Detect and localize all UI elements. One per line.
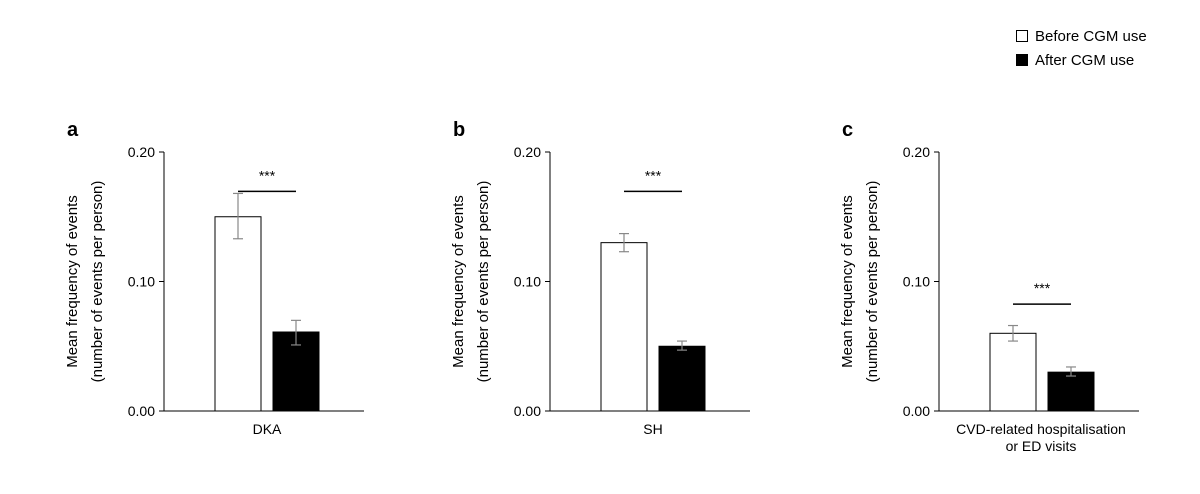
panel-b-y-tick-label: 0.20 [514, 144, 541, 160]
panel-a-y-tick-label: 0.00 [128, 403, 155, 419]
panel-c-significance-label: *** [1034, 280, 1051, 296]
panel-b-category-label: SH [643, 421, 662, 437]
panel-a-y-axis-title-line1: Mean frequency of events [64, 195, 81, 368]
panel-c-bar-before [990, 333, 1036, 411]
panel-c-y-axis-title-line1: Mean frequency of events [839, 195, 856, 368]
panel-a-y-axis-title-line2: (number of events per person) [89, 181, 106, 383]
panel-c-y-axis-title-line2: (number of events per person) [864, 181, 881, 383]
panel-c-bar-after [1048, 372, 1094, 411]
panel-b-bar-after [659, 346, 705, 411]
panel-b-y-tick-label: 0.10 [514, 274, 541, 290]
panel-c-y-tick-label: 0.10 [903, 274, 930, 290]
panel-b-y-axis-title-line1: Mean frequency of events [450, 195, 467, 368]
panel-b-bar-before [601, 243, 647, 411]
panel-b-y-tick-label: 0.00 [514, 403, 541, 419]
panel-c-label: c [842, 119, 853, 141]
panel-b-label: b [453, 119, 465, 141]
panel-a-category-label: DKA [253, 421, 282, 437]
panel-c-category-label: or ED visits [1006, 438, 1077, 454]
panel-a-significance-label: *** [259, 167, 276, 183]
panel-c-y-tick-label: 0.00 [903, 403, 930, 419]
panel-a-bar-before [215, 217, 261, 411]
panel-c-category-label: CVD-related hospitalisation [956, 421, 1126, 437]
panel-a-y-tick-label: 0.20 [128, 144, 155, 160]
panel-a-y-tick-label: 0.10 [128, 274, 155, 290]
panel-b-significance-label: *** [645, 167, 662, 183]
panel-c-y-tick-label: 0.20 [903, 144, 930, 160]
panel-b-y-axis-title-line2: (number of events per person) [475, 181, 492, 383]
panel-a-label: a [67, 119, 79, 141]
